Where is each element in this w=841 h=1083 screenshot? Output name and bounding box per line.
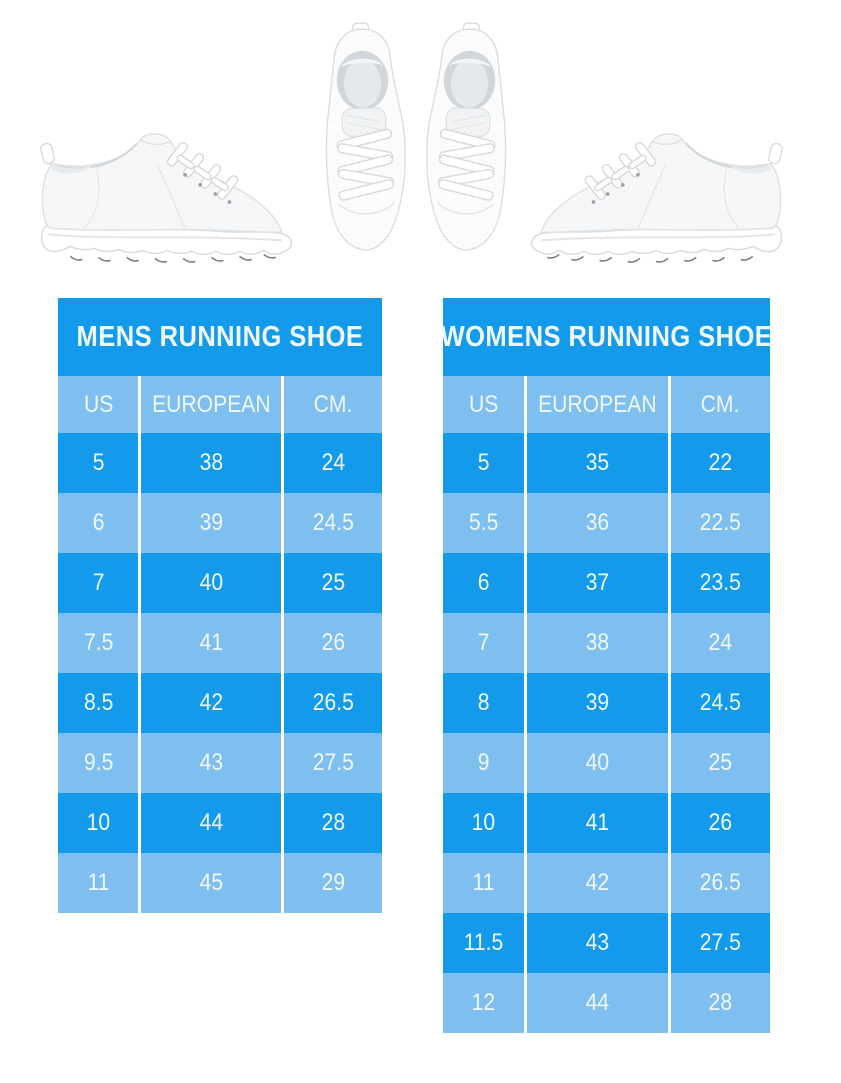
- size-cell: 10: [443, 793, 525, 853]
- size-cell: 29: [283, 853, 382, 913]
- size-cell: 41: [527, 793, 668, 853]
- size-cell: 43: [527, 913, 668, 973]
- column-header-european: EUROPEAN: [527, 376, 668, 433]
- size-row: 7 40 25: [58, 553, 382, 613]
- shoe-side-right-image: [530, 132, 785, 264]
- size-cell: 6: [443, 553, 525, 613]
- size-cell: 9.5: [58, 733, 139, 793]
- size-cell: 26: [283, 613, 382, 673]
- size-cell: 36: [527, 493, 668, 553]
- size-cell: 8.5: [58, 673, 139, 733]
- size-cell: 8: [443, 673, 525, 733]
- size-row: 6 39 24.5: [58, 493, 382, 553]
- size-cell: 39: [527, 673, 668, 733]
- size-cell: 38: [141, 433, 281, 493]
- size-row: 5 35 22: [443, 433, 770, 493]
- size-row: 10 41 26: [443, 793, 770, 853]
- size-cell: 45: [141, 853, 281, 913]
- size-cell: 42: [527, 853, 668, 913]
- size-cell: 25: [670, 733, 770, 793]
- mens-table-rows: 5 38 24 6 39 24.5 7 40 25 7.5 41 26 8.5 42 26.5 9.5 43 27…: [58, 433, 382, 913]
- size-cell: 26.5: [283, 673, 382, 733]
- size-row: 9 40 25: [443, 733, 770, 793]
- size-cell: 6: [58, 493, 139, 553]
- size-cell: 12: [443, 973, 525, 1033]
- size-cell: 44: [141, 793, 281, 853]
- size-cell: 43: [141, 733, 281, 793]
- size-cell: 24.5: [283, 493, 382, 553]
- size-cell: 7: [58, 553, 139, 613]
- size-cell: 26: [670, 793, 770, 853]
- size-row: 9.5 43 27.5: [58, 733, 382, 793]
- size-cell: 40: [141, 553, 281, 613]
- size-cell: 41: [141, 613, 281, 673]
- womens-column-header-row: US EUROPEAN CM.: [443, 376, 770, 433]
- mens-size-table: MENS RUNNING SHOE US EUROPEAN CM. 5 38 24 6…: [58, 298, 382, 913]
- shoe-side-left-image: [38, 132, 293, 264]
- table-title-text: MENS RUNNING SHOE: [76, 320, 364, 353]
- size-cell: 35: [527, 433, 668, 493]
- size-cell: 24: [670, 613, 770, 673]
- mens-column-header-row: US EUROPEAN CM.: [58, 376, 382, 433]
- size-cell: 22.5: [670, 493, 770, 553]
- column-header-us: US: [58, 376, 139, 433]
- size-cell: 39: [141, 493, 281, 553]
- womens-table-title: WOMENS RUNNING SHOE: [440, 298, 773, 376]
- size-cell: 11.5: [443, 913, 525, 973]
- size-cell: 5.5: [443, 493, 525, 553]
- size-cell: 9: [443, 733, 525, 793]
- column-header-cm: CM.: [283, 376, 382, 433]
- column-header-cm: CM.: [670, 376, 770, 433]
- size-cell: 25: [283, 553, 382, 613]
- size-cell: 5: [443, 433, 525, 493]
- size-cell: 27.5: [670, 913, 770, 973]
- size-cell: 11: [58, 853, 139, 913]
- size-row: 5.5 36 22.5: [443, 493, 770, 553]
- size-cell: 23.5: [670, 553, 770, 613]
- size-cell: 27.5: [283, 733, 382, 793]
- size-cell: 22: [670, 433, 770, 493]
- shoe-pair-top-image: [321, 21, 511, 252]
- column-header-european: EUROPEAN: [141, 376, 281, 433]
- size-cell: 11: [443, 853, 525, 913]
- size-cell: 44: [527, 973, 668, 1033]
- mens-table-title: MENS RUNNING SHOE: [58, 298, 382, 376]
- size-cell: 40: [527, 733, 668, 793]
- size-cell: 28: [670, 973, 770, 1033]
- table-title-text: WOMENS RUNNING SHOE: [440, 320, 773, 353]
- size-cell: 37: [527, 553, 668, 613]
- column-header-us: US: [443, 376, 525, 433]
- size-cell: 10: [58, 793, 139, 853]
- size-cell: 24.5: [670, 673, 770, 733]
- size-cell: 26.5: [670, 853, 770, 913]
- womens-table-rows: 5 35 22 5.5 36 22.5 6 37 23.5 7 38 24 8 39 24.5 9 40 25 10…: [443, 433, 770, 1033]
- size-cell: 28: [283, 793, 382, 853]
- size-row: 7 38 24: [443, 613, 770, 673]
- size-row: 11 42 26.5: [443, 853, 770, 913]
- size-cell: 24: [283, 433, 382, 493]
- size-cell: 38: [527, 613, 668, 673]
- size-cell: 5: [58, 433, 139, 493]
- womens-size-table: WOMENS RUNNING SHOE US EUROPEAN CM. 5 35 2…: [440, 298, 773, 1033]
- size-row: 8.5 42 26.5: [58, 673, 382, 733]
- size-row: 7.5 41 26: [58, 613, 382, 673]
- size-row: 6 37 23.5: [443, 553, 770, 613]
- size-cell: 42: [141, 673, 281, 733]
- size-row: 8 39 24.5: [443, 673, 770, 733]
- size-cell: 7: [443, 613, 525, 673]
- size-row: 11.5 43 27.5: [443, 913, 770, 973]
- size-row: 11 45 29: [58, 853, 382, 913]
- size-cell: 7.5: [58, 613, 139, 673]
- size-row: 5 38 24: [58, 433, 382, 493]
- size-row: 10 44 28: [58, 793, 382, 853]
- size-row: 12 44 28: [443, 973, 770, 1033]
